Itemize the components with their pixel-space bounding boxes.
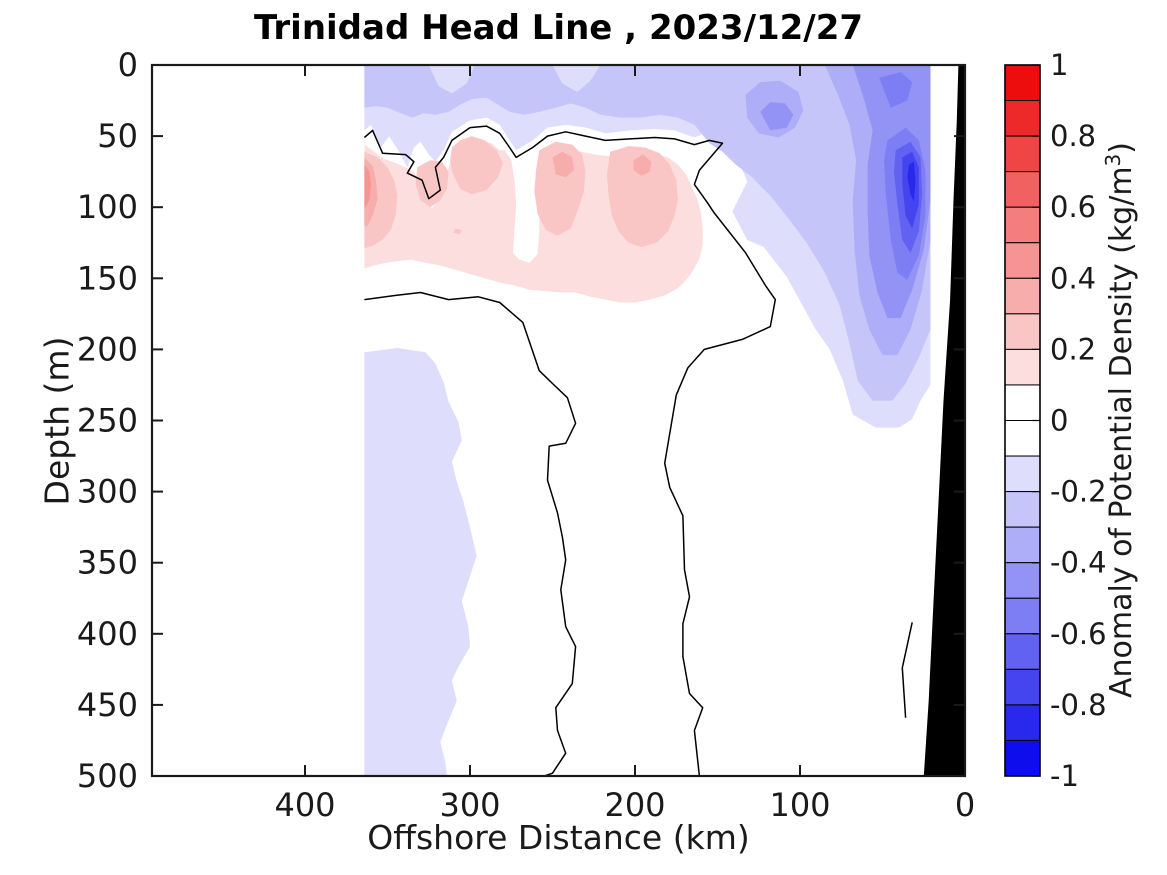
contour-band [415, 160, 449, 208]
y-tick-label: 500 [77, 757, 138, 795]
plot-title: Trinidad Head Line , 2023/12/27 [253, 8, 864, 48]
colorbar-tick-label: -0.8 [1050, 688, 1107, 722]
y-tick-label: 350 [77, 544, 138, 582]
contour-band [607, 146, 678, 247]
y-tick-label: 250 [77, 402, 138, 440]
colorbar-tick-label: -1 [1050, 759, 1079, 793]
colorbar-tick-label: 0.4 [1050, 261, 1096, 295]
contour-band [552, 151, 574, 178]
colorbar-label-close: ) [1104, 141, 1139, 154]
contour-band [364, 164, 371, 209]
colorbar-segment [1004, 313, 1041, 350]
x-tick-label: 400 [274, 786, 335, 824]
colorbar-segment [1004, 491, 1041, 528]
y-axis-label: Depth (m) [37, 336, 77, 506]
x-tick-label: 0 [955, 786, 975, 824]
colorbar-tick-label: -0.4 [1050, 546, 1107, 580]
contour-band [907, 161, 916, 202]
colorbar-tick-label: 1 [1050, 48, 1068, 82]
colorbar-segment [1004, 206, 1041, 244]
colorbar-segment [1004, 704, 1041, 741]
y-tick-label: 100 [77, 188, 138, 226]
colorbar-segment [1004, 455, 1041, 493]
colorbar-label-text: Anomaly of Potential Density (kg/m [1104, 166, 1139, 699]
y-tick-label: 300 [77, 473, 138, 511]
colorbar-tick-label: -0.2 [1050, 475, 1107, 509]
contour-band [879, 72, 913, 108]
bathymetry-mask [923, 65, 965, 776]
contour-band [453, 228, 462, 235]
contour-band [364, 348, 477, 776]
colorbar-segment [1004, 277, 1041, 315]
colorbar-label-superscript: 3 [1101, 153, 1125, 167]
colorbar-segment [1004, 64, 1041, 102]
colorbar-segment [1004, 135, 1041, 173]
colorbar-segment [1004, 384, 1041, 422]
y-tick-label: 450 [77, 686, 138, 724]
x-axis-label: Offshore Distance (km) [367, 818, 750, 857]
contour-band [760, 102, 794, 131]
colorbar-tick-label: 0.2 [1050, 332, 1096, 366]
colorbar-segment [1004, 562, 1041, 599]
x-tick-label: 300 [439, 786, 500, 824]
zero-contour-line [364, 291, 577, 777]
colorbar-segment [1004, 739, 1041, 777]
colorbar-tick-label: 0 [1050, 404, 1068, 438]
contour-band [364, 65, 931, 401]
contour-band [450, 136, 503, 195]
colorbar-segment [1004, 668, 1041, 706]
colorbar-segment [1004, 348, 1041, 386]
y-tick-label: 50 [97, 117, 138, 155]
colorbar-tick-label: 0.8 [1050, 119, 1096, 153]
colorbar-segment [1004, 100, 1041, 137]
colorbar-segment [1004, 171, 1041, 208]
colorbar-segment [1004, 597, 1041, 635]
colorbar-tick-label: -0.6 [1050, 617, 1107, 651]
contour-band [633, 154, 652, 176]
y-tick-label: 200 [77, 330, 138, 368]
colorbar-segment [1004, 420, 1041, 457]
colorbar-tick-label: 0.6 [1050, 190, 1096, 224]
colorbar-segment [1004, 526, 1041, 564]
colorbar-label: Anomaly of Potential Density (kg/m3) [1101, 142, 1139, 698]
y-tick-label: 0 [118, 46, 138, 84]
x-tick-label: 200 [604, 786, 665, 824]
colorbar-segment [1004, 633, 1041, 670]
x-tick-label: 100 [769, 786, 830, 824]
colorbar-segment [1004, 242, 1041, 279]
zero-contour-line [363, 125, 777, 777]
zero-contour-line [901, 622, 913, 718]
y-tick-label: 400 [77, 615, 138, 653]
y-tick-label: 150 [77, 259, 138, 297]
